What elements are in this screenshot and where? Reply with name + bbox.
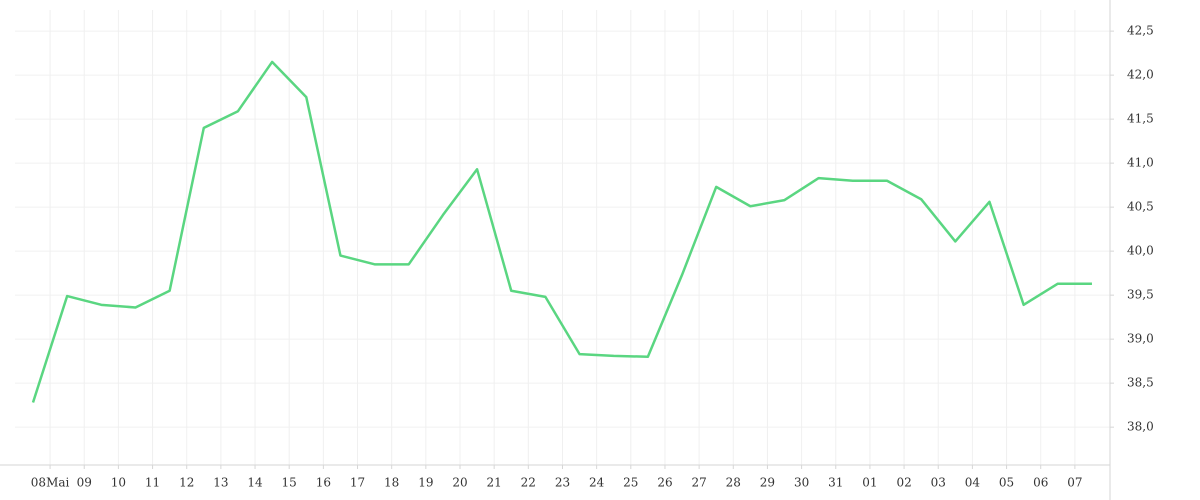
- x-tick-label: 01: [862, 476, 877, 490]
- y-tick-label: 39,0: [1127, 332, 1154, 346]
- y-tick-label: 41,0: [1127, 156, 1154, 170]
- x-tick-label: 03: [931, 476, 946, 490]
- x-tick-label: 07: [1067, 476, 1082, 490]
- x-tick-label: 29: [760, 476, 775, 490]
- x-tick-label: 18: [384, 476, 399, 490]
- x-tick-label: 10: [111, 476, 126, 490]
- x-tick-label: 11: [145, 476, 160, 490]
- x-tick-label: 20: [452, 476, 467, 490]
- x-tick-label: 04: [965, 476, 981, 490]
- x-tick-label: 24: [589, 476, 605, 490]
- x-tick-label: 17: [350, 476, 365, 490]
- x-tick-label: 27: [691, 476, 706, 490]
- x-tick-label: 08Mai: [31, 476, 70, 490]
- x-tick-label: 26: [657, 476, 672, 490]
- line-series: [31, 60, 1092, 403]
- x-tick-label: 21: [487, 476, 502, 490]
- x-tick-label: 31: [828, 476, 843, 490]
- x-tick-label: 09: [77, 476, 92, 490]
- y-tick-label: 40,0: [1127, 244, 1154, 258]
- x-tick-label: 12: [179, 476, 194, 490]
- x-tick-label: 23: [555, 476, 570, 490]
- x-tick-label: 15: [282, 476, 297, 490]
- y-tick-label: 41,5: [1127, 112, 1154, 126]
- y-tick-label: 40,5: [1127, 200, 1154, 214]
- x-tick-label: 22: [521, 476, 536, 490]
- x-tick-label: 25: [623, 476, 638, 490]
- y-tick-label: 42,0: [1127, 68, 1154, 82]
- x-tick-label: 13: [213, 476, 228, 490]
- y-tick-label: 38,0: [1127, 420, 1154, 434]
- x-tick-label: 14: [247, 476, 263, 490]
- x-tick-label: 06: [1033, 476, 1048, 490]
- x-tick-label: 28: [726, 476, 741, 490]
- x-tick-label: 16: [316, 476, 331, 490]
- x-tick-label: 05: [999, 476, 1014, 490]
- x-tick-label: 30: [794, 476, 809, 490]
- y-tick-label: 42,5: [1127, 24, 1154, 38]
- y-tick-label: 38,5: [1127, 376, 1154, 390]
- x-tick-label: 19: [418, 476, 433, 490]
- x-tick-label: 02: [896, 476, 911, 490]
- y-tick-label: 39,5: [1127, 288, 1154, 302]
